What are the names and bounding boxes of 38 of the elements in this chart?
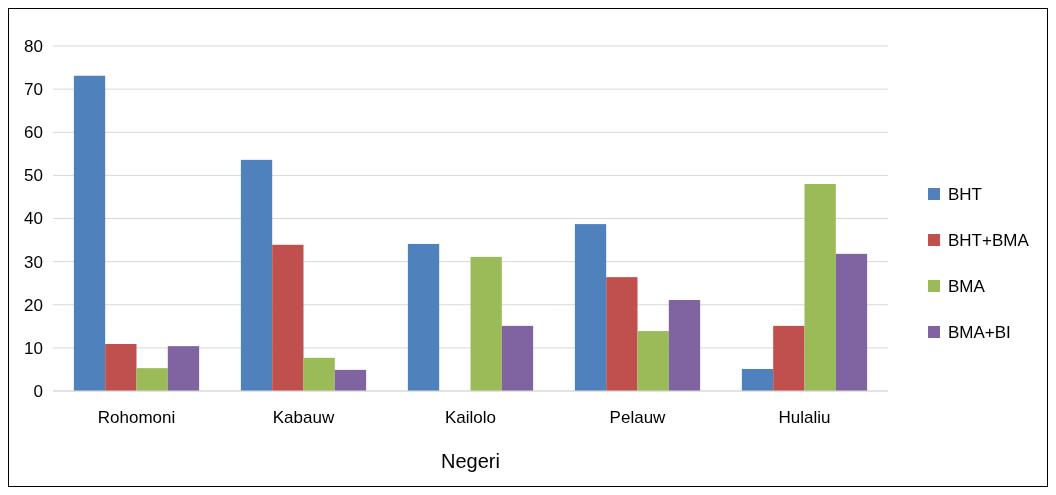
- y-tick-label: 60: [24, 123, 43, 143]
- x-tick-label: Pelauw: [609, 408, 667, 427]
- x-tick-label: Kabauw: [272, 408, 335, 427]
- bar: [637, 331, 669, 391]
- bar: [272, 244, 304, 391]
- y-tick-label: 10: [24, 338, 43, 358]
- legend-label: BMA+BI: [948, 322, 1011, 342]
- bar: [167, 346, 200, 391]
- y-tick-label: 40: [24, 209, 43, 229]
- bar: [835, 253, 868, 391]
- bar: [773, 325, 805, 391]
- y-tick-label: 80: [24, 36, 43, 56]
- bar: [668, 300, 701, 391]
- x-axis-title: Negeri: [441, 450, 500, 472]
- legend-label: BHT: [948, 184, 982, 204]
- bar: [501, 325, 534, 391]
- bar: [334, 369, 367, 391]
- bar: [804, 184, 836, 391]
- x-tick-label: Kailolo: [444, 408, 497, 427]
- bar: [606, 277, 638, 391]
- bar: [470, 256, 502, 391]
- bar: [73, 75, 106, 391]
- bar: [574, 224, 607, 391]
- x-tick-label: Rohomoni: [97, 408, 176, 427]
- bar: [105, 343, 137, 391]
- legend-label: BHT+BMA: [948, 230, 1030, 250]
- bar: [136, 368, 168, 391]
- y-tick-label: 50: [24, 166, 43, 186]
- legend-label: BMA: [948, 276, 986, 296]
- y-tick-label: 70: [24, 80, 43, 100]
- y-tick-label: 0: [33, 381, 43, 401]
- bar: [303, 357, 335, 391]
- y-tick-label: 30: [24, 252, 43, 272]
- bar: [741, 369, 774, 391]
- y-tick-label: 20: [24, 295, 43, 315]
- bar: [240, 159, 273, 391]
- x-tick-label: Hulaliu: [778, 408, 831, 427]
- bar: [407, 243, 440, 391]
